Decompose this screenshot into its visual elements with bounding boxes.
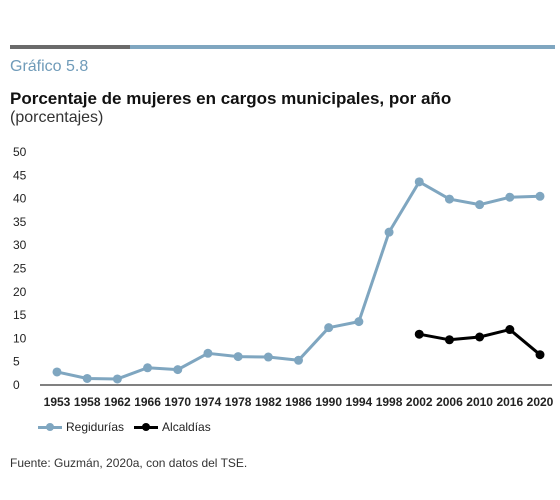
data-point-regidurias (294, 355, 303, 365)
data-point-regidurias (52, 367, 62, 377)
y-tick-label: 10 (13, 331, 27, 345)
source-note: Fuente: Guzmán, 2020a, con datos del TSE… (10, 456, 248, 470)
data-point-regidurias (354, 317, 364, 327)
x-tick-label: 1966 (134, 395, 161, 409)
x-tick-label: 1982 (255, 395, 282, 409)
y-tick-label: 40 (13, 192, 27, 206)
x-tick-label: 1962 (104, 395, 131, 409)
x-tick-label: 1994 (346, 395, 373, 409)
header-accent-bar (10, 45, 555, 49)
chart-legend: Regidurías Alcaldías (38, 420, 221, 434)
data-point-regidurias (263, 352, 273, 362)
data-point-regidurias (143, 363, 153, 373)
legend-swatch-alcaldias (134, 422, 159, 432)
x-tick-label: 1978 (225, 395, 252, 409)
chart-subtitle: (porcentajes) (10, 109, 104, 126)
data-point-alcaldias (505, 325, 515, 335)
x-tick-label: 2006 (436, 395, 463, 409)
y-tick-label: 5 (13, 355, 20, 369)
data-point-alcaldias (444, 335, 454, 345)
y-tick-label: 20 (13, 285, 27, 299)
x-tick-label: 1953 (44, 395, 71, 409)
data-point-regidurias (384, 227, 394, 237)
data-point-regidurias (324, 323, 334, 333)
y-tick-label: 15 (13, 308, 27, 322)
x-tick-label: 2020 (527, 395, 554, 409)
x-tick-label: 1970 (164, 395, 191, 409)
data-point-alcaldias (475, 332, 485, 342)
line-chart: 0 5 10 15 20 25 30 35 40 45 50 1953 1958 1962 1966 1970… (13, 145, 554, 409)
legend-swatch-regidurias (38, 422, 62, 432)
y-tick-label: 35 (13, 215, 27, 229)
y-tick-label: 0 (13, 378, 20, 392)
legend-item-alcaldias: Alcaldías (134, 420, 211, 434)
data-point-alcaldias (535, 350, 545, 360)
data-point-regidurias (444, 194, 454, 204)
series-line-regidurias (56, 180, 541, 381)
figure-label: Gráfico 5.8 (10, 58, 89, 75)
x-tick-label: 2016 (496, 395, 523, 409)
data-point-regidurias (82, 373, 92, 383)
y-tick-label: 45 (13, 168, 27, 182)
data-point-regidurias (535, 191, 545, 201)
data-point-regidurias (505, 192, 515, 202)
x-tick-label: 1990 (315, 395, 342, 409)
data-point-regidurias (203, 348, 213, 358)
header-accent-light (130, 45, 555, 49)
header-accent-dark (10, 45, 130, 49)
x-tick-label: 2002 (406, 395, 433, 409)
chart-title: Porcentaje de mujeres en cargos municipa… (10, 89, 452, 108)
data-point-regidurias (112, 374, 122, 384)
legend-label-regidurias: Regidurías (66, 420, 125, 434)
x-tick-label: 1986 (285, 395, 312, 409)
legend-label-alcaldias: Alcaldías (162, 420, 211, 434)
data-point-regidurias (475, 200, 485, 210)
data-point-regidurias (173, 365, 183, 375)
data-point-regidurias (233, 352, 243, 362)
x-tick-label: 1974 (195, 395, 222, 409)
data-point-alcaldias (414, 329, 424, 339)
x-tick-label: 1998 (376, 395, 403, 409)
y-tick-label: 25 (13, 262, 27, 276)
y-tick-label: 30 (13, 238, 27, 252)
x-tick-label: 1958 (74, 395, 101, 409)
legend-item-regidurias: Regidurías (38, 420, 124, 434)
x-tick-label: 2010 (466, 395, 493, 409)
y-tick-label: 50 (13, 145, 27, 159)
data-point-regidurias (414, 177, 424, 187)
